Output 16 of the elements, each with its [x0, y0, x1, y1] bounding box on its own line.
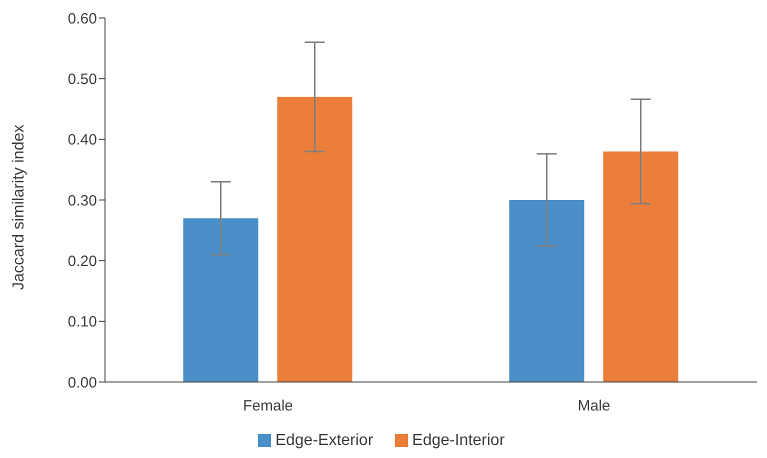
x-tick-label: Female: [242, 398, 294, 415]
y-tick-label: 0.50: [68, 70, 97, 88]
y-tick-label: 0.40: [68, 132, 97, 149]
y-axis-title: Jaccard similarity index: [10, 124, 28, 290]
y-tick-label: 0.30: [68, 192, 97, 210]
bar: [277, 96, 352, 382]
legend-label: Edge-Interior: [412, 432, 505, 449]
y-tick-label: 0.60: [68, 10, 97, 28]
y-tick-label: 0.10: [68, 314, 97, 331]
bar: [509, 200, 584, 382]
x-tick-label: Male: [578, 398, 610, 415]
y-tick-label: 0.00: [68, 374, 97, 392]
y-tick-label: 0.20: [68, 252, 97, 270]
legend-label: Edge-Exterior: [275, 432, 374, 449]
bar: [603, 151, 678, 382]
bar: [183, 218, 258, 382]
